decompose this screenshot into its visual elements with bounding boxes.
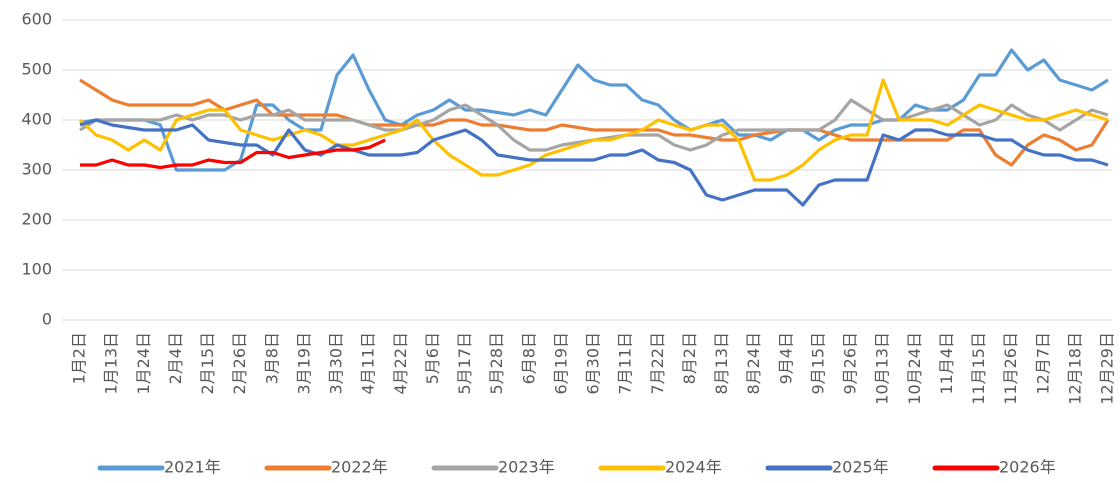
series-line (78, 78, 1109, 182)
series-line (79, 78, 1110, 167)
x-tick-label: 8月24日 (744, 332, 763, 395)
x-tick-label: 4月11日 (359, 332, 378, 395)
x-tick-label: 12月18日 (1065, 332, 1084, 405)
y-tick-label: 400 (21, 110, 52, 129)
y-tick-label: 500 (21, 60, 52, 79)
legend-label: 2023年 (498, 458, 555, 477)
legend-label: 2022年 (331, 458, 388, 477)
x-tick-label: 9月15日 (808, 332, 827, 395)
x-tick-label: 11月26日 (1001, 332, 1020, 405)
legend-label: 2021年 (164, 458, 221, 477)
x-tick-label: 3月19日 (294, 332, 313, 395)
x-tick-label: 10月13日 (873, 332, 892, 405)
x-tick-label: 5月17日 (455, 332, 474, 395)
x-tick-label: 9月26日 (841, 332, 860, 395)
y-tick-label: 200 (21, 210, 52, 229)
x-tick-label: 2月4日 (166, 332, 185, 384)
x-tick-label: 7月22日 (648, 332, 667, 395)
x-tick-label: 10月24日 (905, 332, 924, 405)
x-tick-label: 4月22日 (391, 332, 410, 395)
y-tick-label: 100 (21, 260, 52, 279)
x-tick-label: 2月26日 (230, 332, 249, 395)
x-tick-label: 11月15日 (969, 332, 988, 405)
x-tick-label: 1月2日 (70, 332, 89, 384)
y-tick-label: 300 (21, 160, 52, 179)
y-tick-label: 600 (21, 10, 52, 29)
x-tick-label: 5月6日 (423, 332, 442, 384)
x-tick-label: 8月2日 (680, 332, 699, 384)
x-tick-label: 8月13日 (712, 332, 731, 395)
x-tick-label: 3月8日 (262, 332, 281, 384)
series-line (79, 118, 1109, 207)
x-tick-label: 3月30日 (327, 332, 346, 395)
x-tick-label: 12月7日 (1033, 332, 1052, 395)
x-tick-label: 12月29日 (1098, 332, 1117, 405)
x-tick-label: 6月8日 (519, 332, 538, 384)
x-tick-label: 6月30日 (584, 332, 603, 395)
series-line (80, 138, 386, 170)
x-tick-label: 7月11日 (616, 332, 635, 395)
x-tick-label: 9月4日 (776, 332, 795, 384)
x-tick-label: 5月28日 (487, 332, 506, 395)
x-tick-label: 1月13日 (102, 332, 121, 395)
x-tick-label: 6月19日 (551, 332, 570, 395)
legend-label: 2025年 (832, 458, 889, 477)
x-tick-label: 1月24日 (134, 332, 153, 395)
legend-label: 2024年 (665, 458, 722, 477)
x-tick-label: 11月4日 (937, 332, 956, 395)
x-tick-label: 2月15日 (198, 332, 217, 395)
legend-label: 2026年 (999, 458, 1056, 477)
y-tick-label: 0 (42, 310, 52, 329)
